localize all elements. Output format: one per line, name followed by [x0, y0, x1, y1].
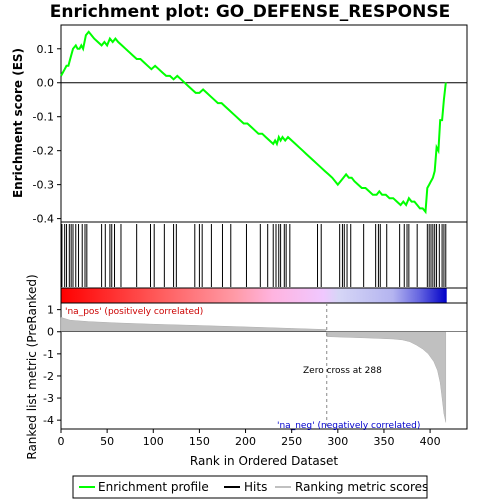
x-tick-label: 250	[281, 435, 302, 448]
metric-ytick-label: 1	[47, 304, 54, 317]
es-ytick-label: 0.1	[37, 43, 55, 56]
annotation-na-neg: 'na_neg' (negatively correlated)	[277, 421, 420, 431]
legend-label-ranking-metric: Ranking metric scores	[295, 480, 428, 494]
metric-ytick-label: -3	[43, 392, 54, 405]
x-tick-label: 0	[58, 435, 65, 448]
x-tick-label: 150	[189, 435, 210, 448]
annotation-zero-cross: Zero cross at 288	[303, 366, 382, 376]
es-ytick-label: -0.1	[33, 111, 54, 124]
x-axis: 0 50 100 150 200 250 300 350 400 Rank in Ordered…	[58, 429, 441, 468]
x-tick-label: 100	[143, 435, 164, 448]
hits-panel-frame	[60, 221, 468, 289]
legend-label-hits: Hits	[244, 480, 267, 494]
enrichment-profile-line	[60, 30, 447, 215]
metric-y-axis-label: Ranked list metric (PreRanked)	[25, 274, 39, 459]
annotation-na-pos: 'na_pos' (positively correlated)	[65, 307, 203, 317]
hits-panel	[60, 221, 468, 289]
x-tick-label: 200	[235, 435, 256, 448]
chart-title: Enrichment plot: GO_DEFENSE_RESPONSE	[50, 2, 450, 22]
metric-ytick-label: -1	[43, 348, 54, 361]
rank-colorbar	[60, 287, 468, 304]
legend-label-enrichment-profile: Enrichment profile	[98, 480, 209, 494]
x-tick-label: 400	[420, 435, 441, 448]
es-ytick-label: 0.0	[37, 77, 55, 90]
legend-frame	[72, 475, 428, 499]
legend: Enrichment profile Hits Ranking metric s…	[72, 475, 428, 499]
x-tick-label: 50	[100, 435, 114, 448]
metric-panel-frame	[60, 302, 468, 430]
es-ytick-label: -0.3	[33, 179, 54, 192]
x-tick-label: 300	[327, 435, 348, 448]
ranking-metric-area	[60, 317, 447, 423]
metric-ytick-label: -4	[43, 414, 54, 427]
es-y-axis-label: Enrichment score (ES)	[11, 48, 25, 198]
metric-panel: 1 0 -1 -2 -3 -4 'na_pos' (positively correlat…	[25, 274, 468, 460]
x-axis-label: Rank in Ordered Dataset	[190, 454, 338, 468]
metric-ytick-label: 0	[47, 326, 54, 339]
es-ytick-label: -0.2	[33, 145, 54, 158]
es-panel: 0.1 0.0 -0.1 -0.2 -0.3 -0.4 Enrichment score …	[11, 24, 468, 226]
metric-ytick-label: -2	[43, 370, 54, 383]
x-tick-label: 350	[373, 435, 394, 448]
es-ytick-label: -0.4	[33, 213, 54, 226]
colorbar-strip	[61, 288, 447, 303]
es-panel-frame	[60, 24, 468, 223]
